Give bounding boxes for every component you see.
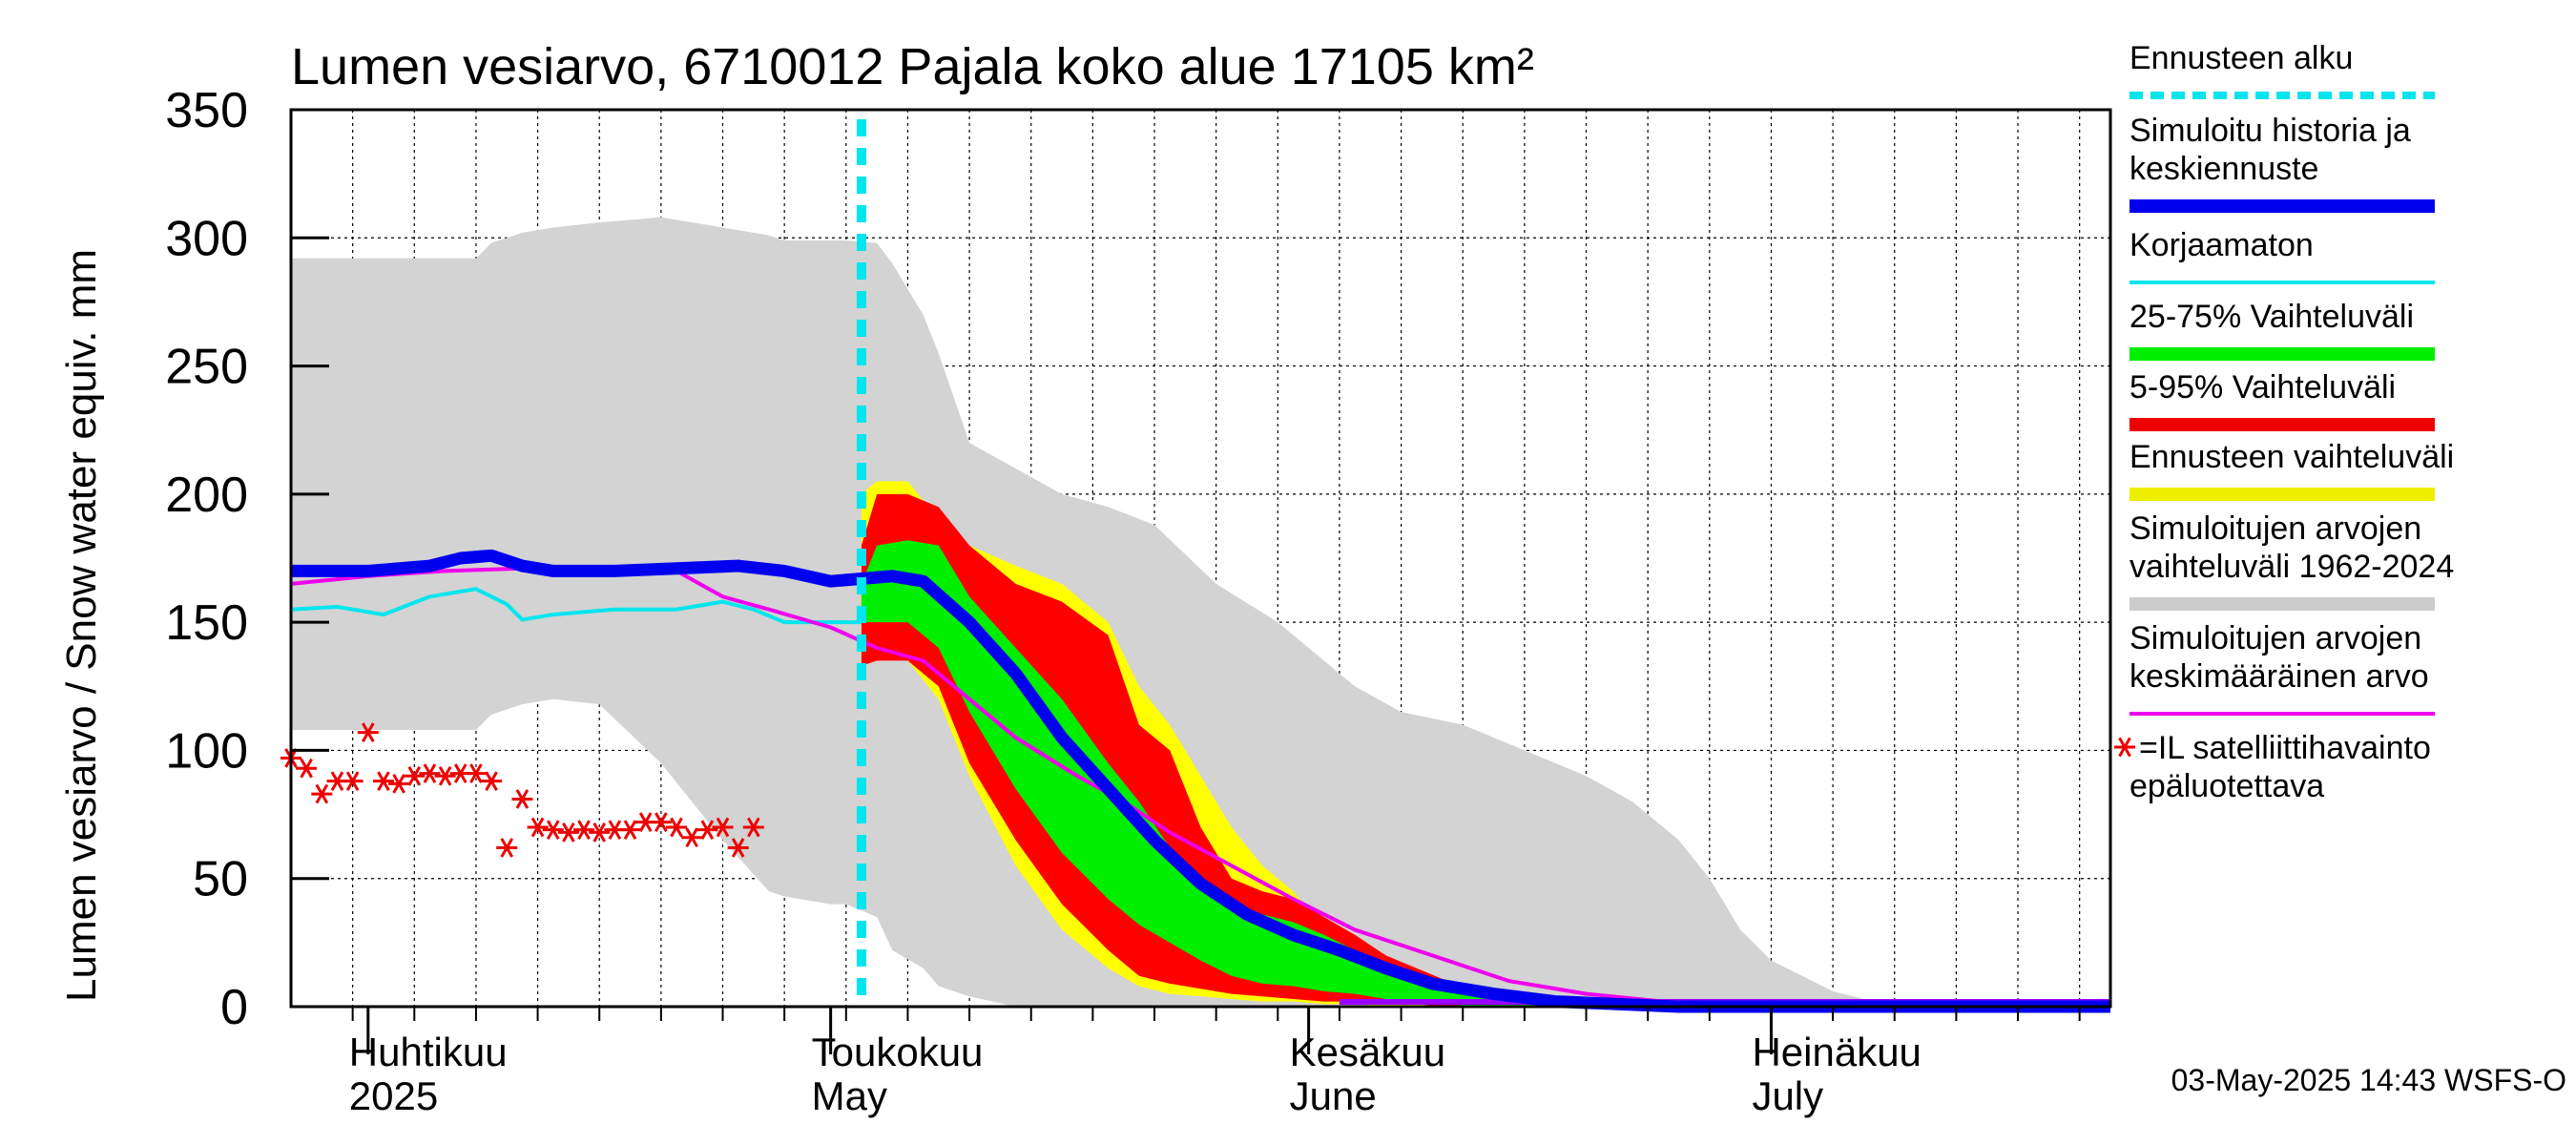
satellite-observation-marker bbox=[681, 827, 703, 848]
uncorrected-line bbox=[290, 587, 862, 625]
x-month-label-en: 2025 bbox=[349, 1073, 438, 1118]
satellite-observation-marker bbox=[404, 765, 426, 786]
satellite-observation-marker bbox=[557, 822, 579, 843]
x-month-label-en: July bbox=[1752, 1073, 1823, 1118]
plot-frame bbox=[289, 108, 2112, 1009]
legend-label: Simuloitujen arvojen bbox=[2129, 510, 2421, 547]
legend-label: Ennusteen alku bbox=[2129, 40, 2353, 76]
legend-label: Ennusteen vaihteluväli bbox=[2129, 439, 2454, 475]
x-month-label-fi: Kesäkuu bbox=[1290, 1030, 1445, 1074]
legend-label-line2: keskimääräinen arvo bbox=[2129, 658, 2429, 695]
footer-timestamp: 03-May-2025 14:43 WSFS-O bbox=[2171, 1063, 2566, 1097]
y-tick-label: 150 bbox=[165, 595, 248, 651]
range-5-95-area bbox=[861, 493, 1741, 1007]
satellite-observation-marker bbox=[465, 763, 487, 783]
legend-item: 5-95% Vaihteluväli bbox=[2129, 369, 2435, 431]
legend-label-line2: epäluotettava bbox=[2129, 768, 2324, 804]
satellite-observation-marker bbox=[434, 765, 456, 786]
satellite-markers bbox=[280, 722, 764, 858]
satellite-observation-marker bbox=[372, 771, 394, 791]
legend-label-line2: keskiennuste bbox=[2129, 151, 2318, 187]
satellite-observation-marker bbox=[666, 817, 688, 838]
satellite-observation-marker bbox=[727, 838, 749, 858]
series-lines bbox=[290, 119, 2111, 1013]
x-month-label-fi: Huhtikuu bbox=[349, 1030, 508, 1074]
legend-swatch-star bbox=[2118, 737, 2131, 758]
legend-item: Ennusteen alku bbox=[2129, 40, 2435, 99]
legend-label-line2: vaihteluväli 1962-2024 bbox=[2129, 549, 2454, 585]
satellite-observation-marker bbox=[650, 812, 672, 832]
satellite-observation-marker bbox=[712, 817, 734, 838]
legend-label: 5-95% Vaihteluväli bbox=[2129, 369, 2396, 406]
satellite-observation-marker bbox=[696, 820, 718, 841]
historical-range-area bbox=[291, 217, 1957, 1008]
legend-item: Korjaamaton bbox=[2129, 227, 2435, 284]
satellite-observation-marker bbox=[388, 774, 410, 794]
range-25-75-area bbox=[861, 540, 1741, 1007]
y-tick-label: 300 bbox=[165, 211, 248, 266]
x-month-label-en: May bbox=[812, 1073, 887, 1118]
satellite-observation-marker bbox=[542, 820, 564, 841]
y-tick-label: 50 bbox=[193, 852, 248, 907]
range-areas bbox=[291, 217, 1957, 1008]
satellite-observation-marker bbox=[419, 763, 441, 783]
x-month-label-fi: Toukokuu bbox=[812, 1030, 984, 1074]
satellite-observation-marker bbox=[589, 822, 611, 843]
satellite-observation-marker bbox=[527, 817, 549, 838]
satellite-observation-marker bbox=[311, 783, 333, 804]
y-tick-label: 250 bbox=[165, 340, 248, 395]
satellite-observation-marker bbox=[481, 771, 503, 791]
y-tick-label: 100 bbox=[165, 723, 248, 779]
y-tick-label: 350 bbox=[165, 83, 248, 138]
y-axis-label: Lumen vesiarvo / Snow water equiv. mm bbox=[58, 249, 105, 1002]
satellite-observation-marker bbox=[742, 817, 764, 838]
legend-item: Ennusteen vaihteluväli bbox=[2129, 439, 2454, 501]
legend-label: 25-75% Vaihteluväli bbox=[2129, 299, 2414, 335]
legend-label: Korjaamaton bbox=[2129, 227, 2314, 263]
y-tick-label: 0 bbox=[220, 980, 248, 1035]
legend-item: 25-75% Vaihteluväli bbox=[2129, 299, 2435, 361]
median-forecast-line bbox=[291, 549, 2110, 1013]
satellite-observation-marker bbox=[496, 838, 518, 858]
x-month-label-en: June bbox=[1290, 1073, 1377, 1118]
y-tick-label: 200 bbox=[165, 468, 248, 523]
satellite-observation-marker bbox=[342, 771, 364, 791]
satellite-observation-marker bbox=[511, 789, 533, 809]
legend-label: Simuloitujen arvojen bbox=[2129, 620, 2421, 656]
satellite-observation-marker bbox=[573, 820, 595, 841]
legend-label: Simuloitu historia ja bbox=[2129, 113, 2411, 149]
chart-title: Lumen vesiarvo, 6710012 Pajala koko alue… bbox=[291, 38, 1534, 95]
satellite-observation-marker bbox=[357, 722, 379, 742]
satellite-observation-marker bbox=[619, 820, 641, 841]
x-month-label-fi: Heinäkuu bbox=[1752, 1030, 1921, 1074]
legend-label: =IL satelliittihavainto bbox=[2139, 730, 2431, 766]
satellite-observation-marker bbox=[296, 758, 318, 779]
